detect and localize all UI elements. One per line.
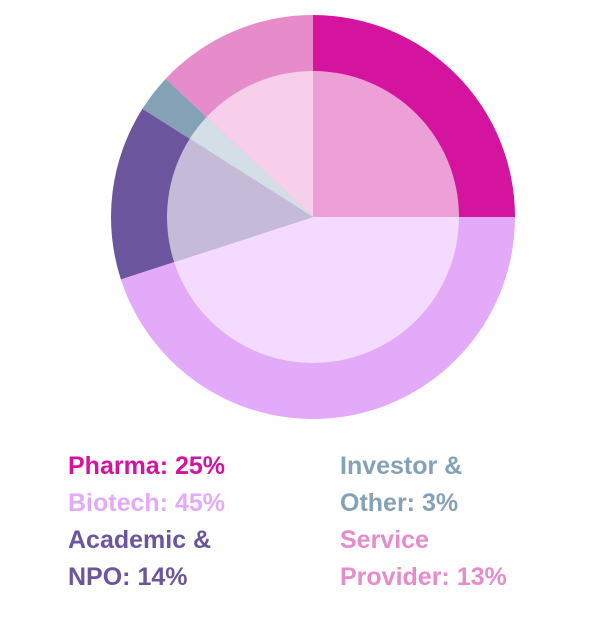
legend-item-pharma: Pharma: 25% — [68, 452, 226, 480]
inner-slice-biotech — [174, 217, 459, 363]
inner-slice-investor-other — [189, 117, 313, 217]
inner-slice-service-provider — [206, 71, 313, 217]
legend-item-biotech: Biotech: 45% — [68, 489, 225, 517]
pie-chart — [111, 15, 515, 419]
inner-pie — [167, 71, 459, 363]
inner-slice-academic-npo — [167, 138, 313, 263]
inner-slice-pharma — [313, 71, 459, 217]
legend-item-investor-other: Investor & Other: 3% — [340, 452, 463, 517]
legend-item-academic-npo: Academic & NPO: 14% — [68, 526, 212, 591]
legend-item-service-provider: Service Provider: 13% — [340, 526, 507, 591]
